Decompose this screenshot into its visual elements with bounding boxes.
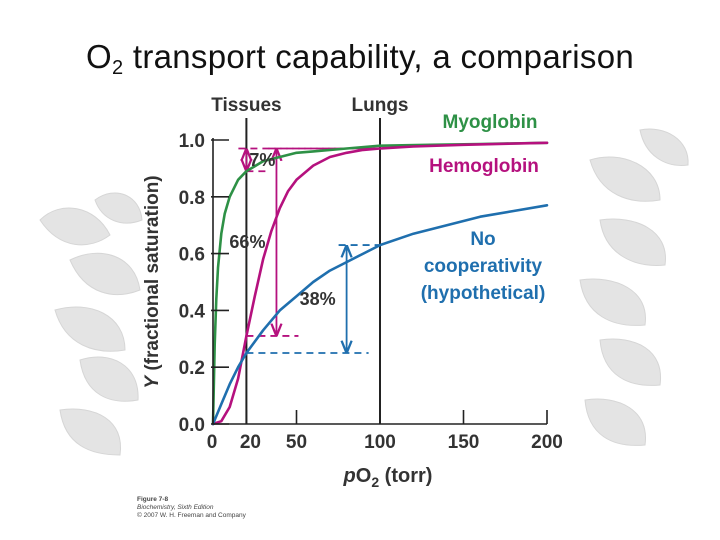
series-label-no-cooperativity-2: (hypothetical) (421, 283, 546, 304)
copyright: © 2007 W. H. Freeman and Company (137, 512, 246, 519)
y-tick-label-2: 0.4 (179, 301, 206, 322)
series-label-no-cooperativity-0: No (470, 229, 495, 250)
x-tick-label-1: 20 (240, 432, 261, 453)
book-title: Biochemistry, Sixth Edition (137, 504, 214, 511)
x-tick-label-2: 50 (286, 432, 307, 453)
y-tick-label-4: 0.8 (179, 188, 205, 209)
x-tick-label-5: 200 (531, 432, 563, 453)
series-label-hemoglobin: Hemoglobin (429, 156, 539, 177)
marker-label-tissues: Tissues (211, 95, 281, 116)
figure-credit: Figure 7-8 Biochemistry, Sixth Edition ©… (137, 496, 337, 520)
x-tick-label-3: 100 (364, 432, 396, 453)
y-tick-label-5: 1.0 (179, 131, 205, 152)
y-axis-label: Y (fractional saturation) (142, 175, 163, 388)
annotation-label-2: 38% (300, 289, 336, 309)
annotation-label-0: 7% (249, 150, 275, 170)
series-line-0 (211, 141, 549, 426)
series-label-no-cooperativity-1: cooperativity (424, 256, 543, 277)
series-line-2 (211, 204, 549, 426)
kelp-left (39, 192, 143, 456)
series-label-myoglobin: Myoglobin (443, 112, 538, 133)
slide-title: O2 transport capability, a comparison (85, 38, 635, 79)
figure-number: Figure 7-8 (137, 496, 169, 503)
annotation-label-1: 66% (229, 232, 265, 252)
marker-label-lungs: Lungs (352, 95, 409, 116)
x-tick-label-0: 0 (207, 432, 218, 453)
x-tick-label-4: 150 (448, 432, 480, 453)
series-line-1 (211, 141, 549, 426)
y-tick-label-0: 0.0 (179, 415, 205, 436)
x-axis-label: pO2 (torr) (343, 465, 433, 490)
kelp-right (579, 128, 689, 446)
y-tick-label-3: 0.6 (179, 245, 205, 266)
y-tick-label-1: 0.2 (179, 358, 205, 379)
